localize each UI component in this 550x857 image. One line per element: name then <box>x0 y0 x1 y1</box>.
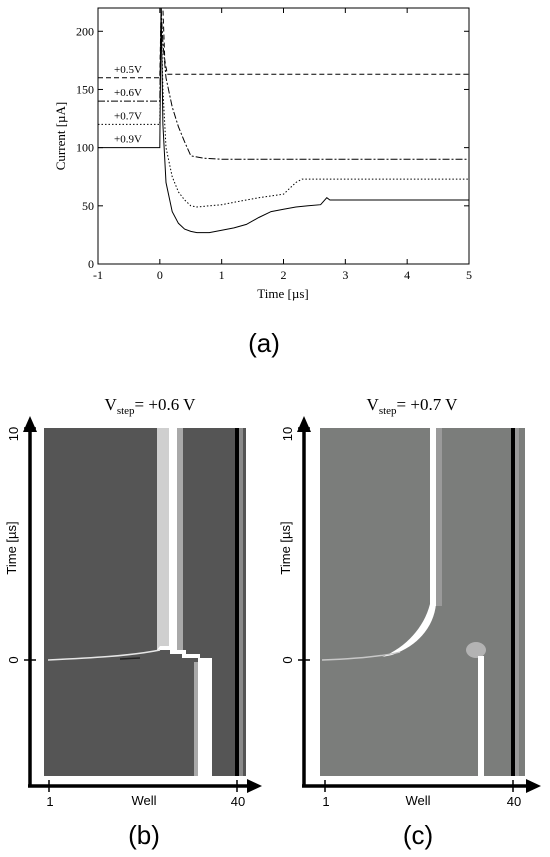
y-axis-arrow-icon <box>297 416 311 432</box>
ytick-label: 200 <box>76 24 94 38</box>
series-line-3 <box>98 8 469 234</box>
plot-frame <box>97 7 470 265</box>
x-axis <box>302 779 541 793</box>
stripe-gray-lower <box>194 662 198 776</box>
dark-column <box>511 428 515 776</box>
xtick-label: 2 <box>281 268 287 282</box>
stripe-white-upper <box>169 428 177 650</box>
x-axis-label: Time [µs] <box>257 286 308 301</box>
y-axis-label: Current [µA] <box>53 102 68 171</box>
ytick-label: 150 <box>76 82 94 96</box>
y-axis <box>297 416 311 786</box>
xtick-label-1: 1 <box>46 794 53 809</box>
annotation-label: +0.6V <box>114 87 142 99</box>
xtick-label-1: 1 <box>322 794 329 809</box>
series-line-2 <box>98 8 469 208</box>
y-axis-label: Time [µs] <box>4 521 19 574</box>
diffuse-spot <box>466 642 486 658</box>
xtick-label: 1 <box>219 268 225 282</box>
dark-column <box>235 428 239 776</box>
annotation-label: +0.5V <box>114 64 142 76</box>
xtick-label: -1 <box>93 268 103 282</box>
stripe-white-lower <box>198 662 212 776</box>
wavefront-curve <box>321 651 401 661</box>
panel-b-label: (b) <box>128 820 160 850</box>
ytick-label-10: 10 <box>6 427 21 441</box>
panel-c-heatmap: Vstep= +0.7 V 10 0 Time [µs] 1 40 <box>278 395 541 850</box>
transition-staircase <box>157 646 212 662</box>
panel-c-title: Vstep= +0.7 V <box>367 395 459 417</box>
ytick-label: 0 <box>88 257 94 271</box>
annotation-label: +0.9V <box>114 134 142 146</box>
x-axis <box>28 779 262 793</box>
series-line-1 <box>98 8 469 160</box>
heatmap-background <box>44 428 246 776</box>
y-axis <box>23 416 37 786</box>
x-axis-label: Well <box>405 793 430 808</box>
stripe-gray-upper <box>177 428 183 650</box>
edge-column <box>515 428 519 776</box>
edge-column <box>239 428 243 776</box>
ytick-label-0: 0 <box>280 656 295 663</box>
annotation-label: +0.7V <box>114 110 142 122</box>
panel-b-title: Vstep= +0.6 V <box>105 395 197 417</box>
heatmap-background <box>320 428 525 776</box>
series-lines <box>98 8 469 234</box>
ytick-label-0: 0 <box>6 656 21 663</box>
x-axis-arrow-icon <box>526 779 541 793</box>
xtick-label: 0 <box>157 268 163 282</box>
wavefront-curve <box>47 649 161 661</box>
y-axis-arrow-icon <box>23 416 37 432</box>
x-axis-label: Well <box>131 793 156 808</box>
ytick-label-10: 10 <box>280 427 295 441</box>
transition-bright-curve <box>382 604 436 657</box>
xtick-label: 3 <box>342 268 348 282</box>
stripe-light-upper <box>157 428 169 650</box>
series-annotations: +0.5V +0.6V +0.7V +0.9V <box>114 64 142 146</box>
ytick-label: 50 <box>82 199 94 213</box>
stripe-white-lower <box>478 656 484 776</box>
wavefront-dark-mark <box>119 657 141 660</box>
panel-c-label: (c) <box>403 820 433 850</box>
panel-b-heatmap: Vstep= +0.6 V 10 0 Tim <box>4 395 262 850</box>
xtick-label: 4 <box>404 268 410 282</box>
panel-a-label: (a) <box>248 328 280 358</box>
y-axis-label: Time [µs] <box>278 521 293 574</box>
stripe-gray-upper <box>436 428 442 606</box>
series-line-0 <box>98 8 469 79</box>
xtick-label-40: 40 <box>231 794 245 809</box>
stripe-white-upper <box>430 428 436 606</box>
x-axis-arrow-icon <box>247 779 262 793</box>
xtick-label: 5 <box>466 268 472 282</box>
y-axis-ticks: 0 50 100 150 200 <box>76 24 469 271</box>
ytick-label: 100 <box>76 141 94 155</box>
xtick-label-40: 40 <box>507 794 521 809</box>
x-axis-ticks: -1 0 1 2 3 4 5 <box>93 8 472 282</box>
